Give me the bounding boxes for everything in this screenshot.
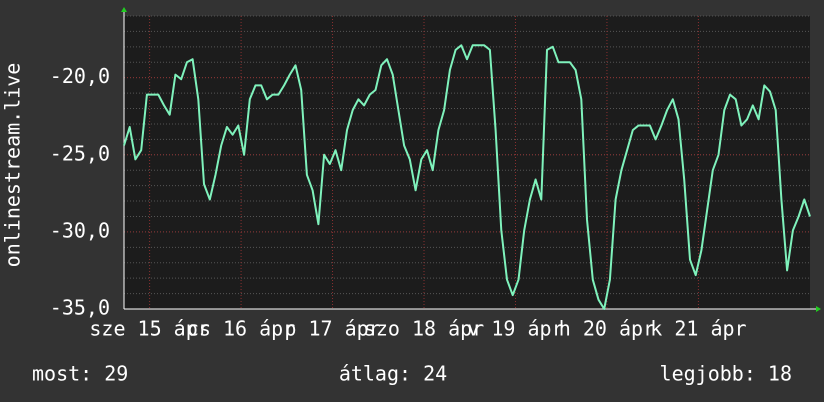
y-axis-arrow: [121, 7, 127, 12]
x-tick-label: p 17 ápr: [284, 317, 380, 341]
y-axis-label: onlinestream.live: [1, 63, 25, 268]
y-tick-label: -20,0: [50, 64, 110, 88]
legend-average: átlag: 24: [339, 362, 447, 386]
y-tick-label: -30,0: [50, 218, 110, 242]
x-tick-label: cs 16 ápr: [187, 317, 295, 341]
x-tick-label: szo 18 ápr: [364, 317, 484, 341]
legend-current: most: 29: [32, 362, 128, 386]
x-tick-label: sze 15 ápr: [89, 317, 209, 341]
x-tick-label: k 21 ápr: [650, 317, 746, 341]
legend-best: legjobb: 18: [660, 362, 792, 386]
x-axis-arrow: [816, 306, 821, 312]
plot-area: [124, 16, 810, 309]
y-tick-label: -25,0: [50, 141, 110, 165]
x-tick-label: v 19 ápr: [467, 317, 563, 341]
y-tick-label: -35,0: [50, 296, 110, 320]
series-line: [123, 44, 811, 310]
x-tick-label: h 20 ápr: [559, 317, 655, 341]
